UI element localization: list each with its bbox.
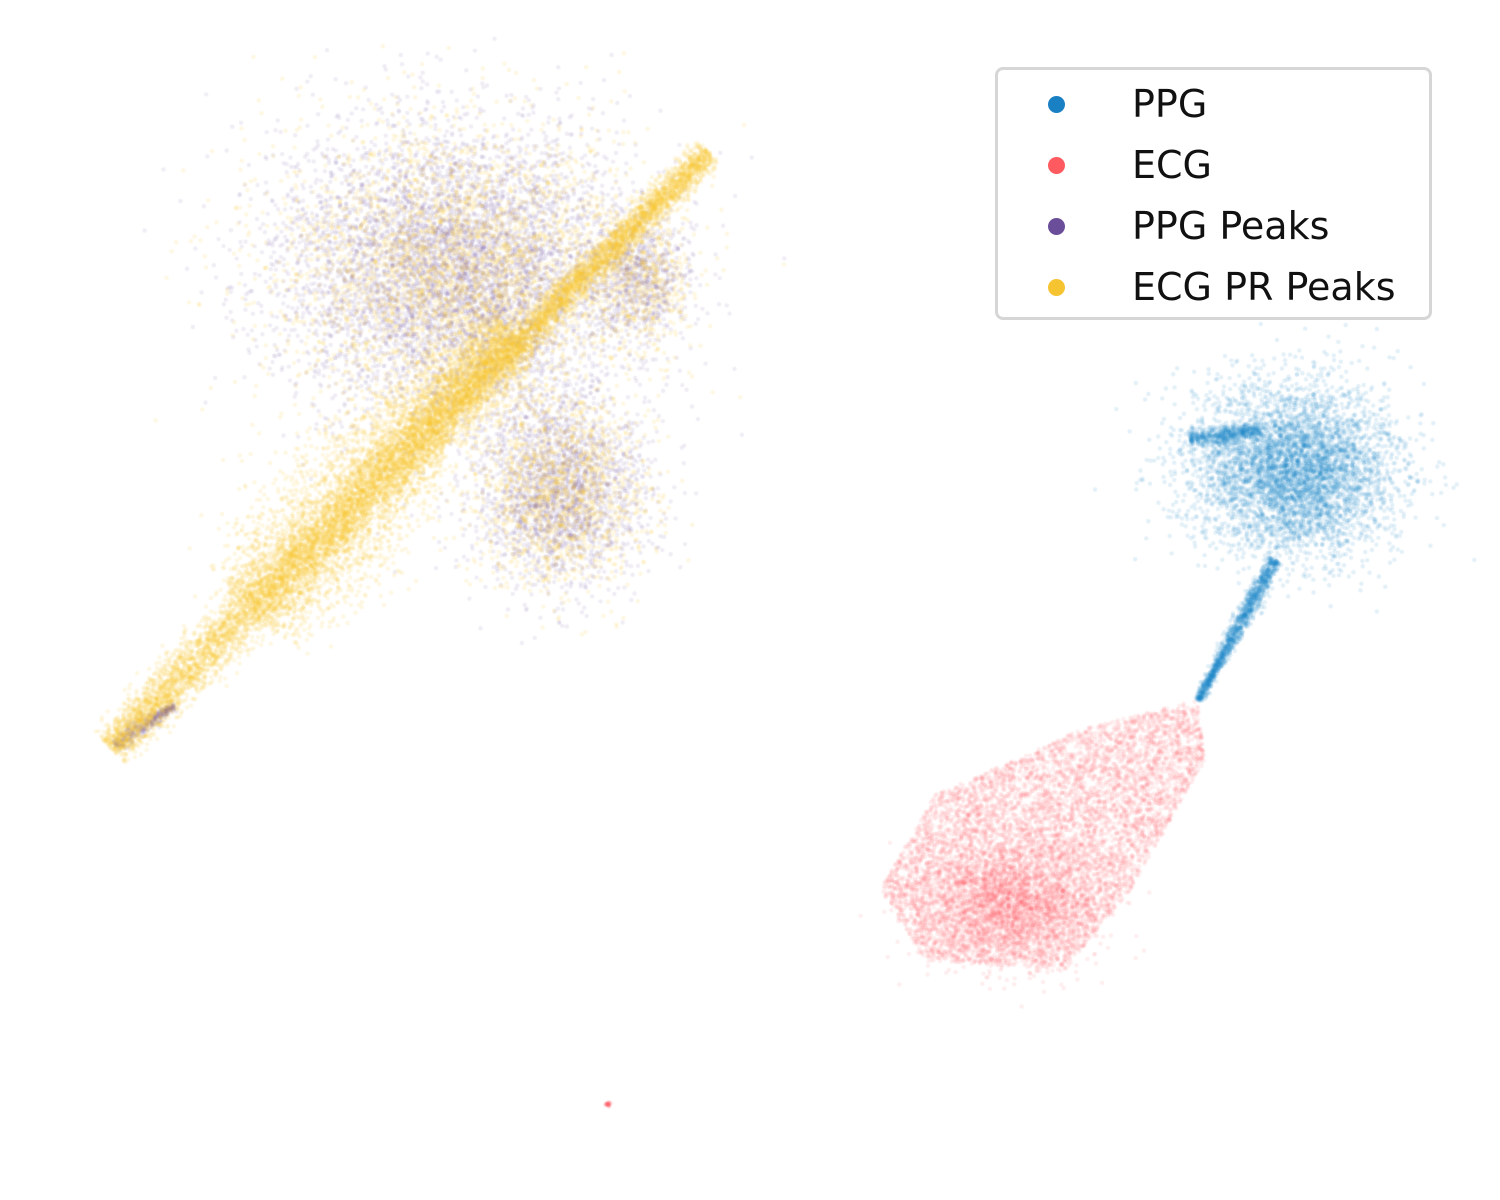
legend-label-ppg: PPG	[1132, 82, 1208, 126]
legend-entry-ppg: PPG	[998, 79, 1429, 129]
legend-entry-ecg: ECG	[998, 140, 1429, 190]
legend-marker-ppg-peaks	[1048, 218, 1065, 235]
legend-label-ppg-peaks: PPG Peaks	[1132, 204, 1330, 248]
legend-entry-ppg-peaks: PPG Peaks	[998, 201, 1429, 251]
legend-label-ecg: ECG	[1132, 143, 1212, 187]
legend-entry-ecg-pr-peaks: ECG PR Peaks	[998, 262, 1429, 312]
legend-marker-ecg-pr-peaks	[1048, 279, 1065, 296]
legend: PPG ECG PPG Peaks ECG PR Peaks	[995, 67, 1432, 320]
legend-marker-ppg	[1048, 96, 1065, 113]
legend-marker-ecg	[1048, 157, 1065, 174]
legend-label-ecg-pr-peaks: ECG PR Peaks	[1132, 265, 1396, 309]
